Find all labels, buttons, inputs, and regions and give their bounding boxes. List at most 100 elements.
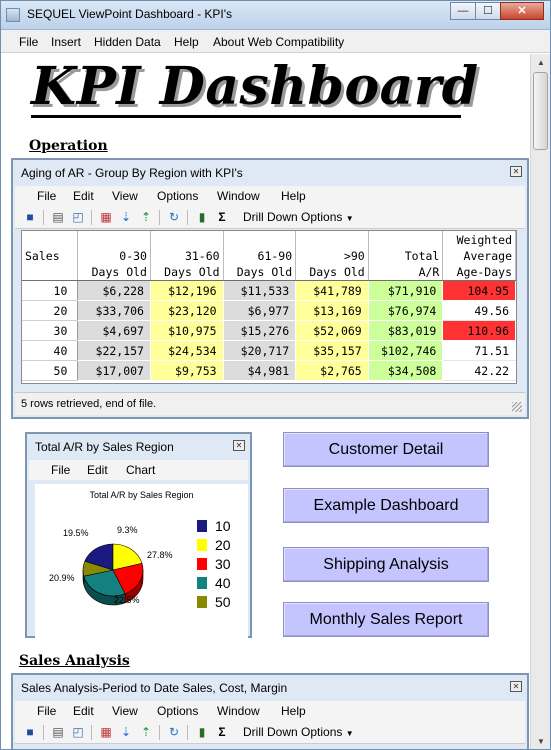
sales-analysis-panel: Sales Analysis-Period to Date Sales, Cos…	[11, 673, 529, 749]
cell-weighted-average: 71.51	[442, 340, 516, 361]
cell-61-90: $20,717	[223, 340, 297, 361]
table-icon[interactable]: ▦	[100, 210, 112, 224]
sales-menu-options[interactable]: Options	[157, 704, 199, 718]
cell-over-90: $35,157	[295, 340, 369, 361]
drill-down-label: Drill Down Options	[243, 725, 343, 739]
cell-weighted-average: 49.56	[442, 300, 516, 321]
cell-total-ar: $83,019	[368, 320, 444, 341]
menu-insert[interactable]: Insert	[51, 35, 82, 49]
row-header: 50	[22, 360, 79, 381]
menu-file[interactable]: File	[19, 35, 39, 49]
sales-menu-help[interactable]: Help	[281, 704, 306, 718]
save-icon[interactable]: ■	[26, 725, 34, 739]
sales-menu-file[interactable]: File	[37, 704, 57, 718]
drill-down-options-button[interactable]: Drill Down Options ▼	[243, 725, 354, 739]
chart-menu-edit[interactable]: Edit	[87, 463, 108, 477]
cell-0-30: $4,697	[77, 320, 151, 341]
menu-help[interactable]: Help	[174, 35, 199, 49]
print-preview-icon[interactable]: ◰	[72, 725, 84, 739]
scroll-down-icon[interactable]: ▼	[537, 737, 545, 746]
section-sales-analysis-heading: Sales Analysis	[19, 653, 130, 669]
chart-panel-title: Total A/R by Sales Region	[35, 440, 174, 454]
sort-descending-icon[interactable]: ⇣	[120, 725, 132, 739]
vertical-scrollbar[interactable]: ▲ ▼	[530, 54, 550, 749]
chart-panel-menu: File Edit Chart	[29, 460, 248, 480]
aging-menu-help[interactable]: Help	[281, 189, 306, 203]
cell-weighted-average: 110.96	[442, 320, 516, 341]
table-row[interactable]: 30 $4,697 $10,975 $15,276 $52,069 $83,01…	[22, 320, 516, 341]
table-row[interactable]: 20 $33,706 $23,120 $6,977 $13,169 $76,97…	[22, 300, 516, 321]
sum-icon[interactable]: Σ	[218, 210, 226, 224]
title-bar[interactable]: SEQUEL ViewPoint Dashboard - KPI's — ☐ ✕	[1, 1, 550, 30]
cell-61-90: $11,533	[223, 280, 297, 301]
aging-menu-options[interactable]: Options	[157, 189, 199, 203]
scrollbar-thumb[interactable]	[533, 72, 548, 150]
sort-ascending-icon[interactable]: ⇡	[140, 210, 152, 224]
sales-menu-view[interactable]: View	[112, 704, 138, 718]
aging-panel-menu: File Edit View Options Window Help	[15, 186, 525, 206]
cell-total-ar: $34,508	[368, 360, 444, 381]
table-row[interactable]: 10 $6,228 $12,196 $11,533 $41,789 $71,91…	[22, 280, 516, 301]
slice-label-10: 19.5%	[63, 528, 89, 538]
col-header-weighted-average[interactable]: Weighted Average Age-Days	[442, 231, 516, 281]
sum-icon[interactable]: Σ	[218, 725, 226, 739]
maximize-button[interactable]: ☐	[475, 2, 501, 20]
slice-label-50: 9.3%	[117, 525, 138, 535]
cell-31-60: $23,120	[150, 300, 224, 321]
scroll-up-icon[interactable]: ▲	[537, 58, 545, 67]
col-header-over-90[interactable]: >90 Days Old	[295, 231, 369, 281]
pie-slice-20	[112, 543, 143, 571]
refresh-icon[interactable]: ↻	[168, 210, 180, 224]
chart-menu-file[interactable]: File	[51, 463, 71, 477]
sort-ascending-icon[interactable]: ⇡	[140, 725, 152, 739]
pie-chart: Total A/R by Sales Region 19.5% 20.9% 22…	[35, 484, 248, 638]
sales-panel-menu: File Edit View Options Window Help	[15, 701, 525, 721]
title-underline	[31, 115, 461, 118]
print-icon[interactable]: ▤	[52, 210, 64, 224]
col-header-61-90[interactable]: 61-90 Days Old	[223, 231, 297, 281]
example-dashboard-button[interactable]: Example Dashboard	[283, 488, 489, 523]
cell-31-60: $9,753	[150, 360, 224, 381]
aging-menu-window[interactable]: Window	[217, 189, 260, 203]
col-header-total-ar[interactable]: Total A/R	[368, 231, 444, 281]
chart-panel-close-icon[interactable]: ✕	[233, 440, 245, 451]
aging-menu-file[interactable]: File	[37, 189, 57, 203]
table-row[interactable]: 40 $22,157 $24,534 $20,717 $35,157 $102,…	[22, 340, 516, 361]
aging-menu-edit[interactable]: Edit	[73, 189, 94, 203]
col-header-0-30[interactable]: 0-30 Days Old	[77, 231, 151, 281]
pie-slice-40	[83, 569, 126, 597]
save-icon[interactable]: ■	[26, 210, 34, 224]
monthly-sales-report-button[interactable]: Monthly Sales Report	[283, 602, 489, 637]
drill-down-label: Drill Down Options	[243, 210, 343, 224]
chart-icon[interactable]: ▮	[198, 210, 206, 224]
minimize-button[interactable]: —	[450, 2, 476, 20]
table-row[interactable]: 50 $17,007 $9,753 $4,981 $2,765 $34,508 …	[22, 360, 516, 381]
chart-icon[interactable]: ▮	[198, 725, 206, 739]
col-header-31-60[interactable]: 31-60 Days Old	[150, 231, 224, 281]
close-button[interactable]: ✕	[500, 2, 544, 20]
menu-about-web-compatibility[interactable]: About Web Compatibility	[213, 35, 345, 49]
legend-swatch	[197, 558, 207, 570]
col-header-sales[interactable]: Sales	[22, 231, 79, 281]
resize-grip-icon[interactable]	[512, 402, 522, 412]
refresh-icon[interactable]: ↻	[168, 725, 180, 739]
print-icon[interactable]: ▤	[52, 725, 64, 739]
print-preview-icon[interactable]: ◰	[72, 210, 84, 224]
chart-menu-chart[interactable]: Chart	[126, 463, 156, 477]
drill-down-options-button[interactable]: Drill Down Options ▼	[243, 210, 354, 224]
shipping-analysis-button[interactable]: Shipping Analysis	[283, 547, 489, 582]
table-icon[interactable]: ▦	[100, 725, 112, 739]
aging-panel-title: Aging of AR - Group By Region with KPI's	[21, 166, 243, 180]
aging-panel-close-icon[interactable]: ✕	[510, 166, 522, 177]
sales-panel-close-icon[interactable]: ✕	[510, 681, 522, 692]
customer-detail-button[interactable]: Customer Detail	[283, 432, 489, 467]
sort-descending-icon[interactable]: ⇣	[120, 210, 132, 224]
row-header: 10	[22, 280, 79, 301]
cell-0-30: $6,228	[77, 280, 151, 301]
aging-menu-view[interactable]: View	[112, 189, 138, 203]
menu-hidden-data[interactable]: Hidden Data	[94, 35, 161, 49]
sales-menu-window[interactable]: Window	[217, 704, 260, 718]
aging-data-grid[interactable]: Sales 0-30 Days Old 31-60 Days Old 61-90 Da…	[21, 230, 517, 384]
sales-menu-edit[interactable]: Edit	[73, 704, 94, 718]
sales-toolbar: ■ ▤ ◰ ▦ ⇣ ⇡ ↻ ▮ Σ Drill Down Options ▼	[15, 721, 525, 744]
